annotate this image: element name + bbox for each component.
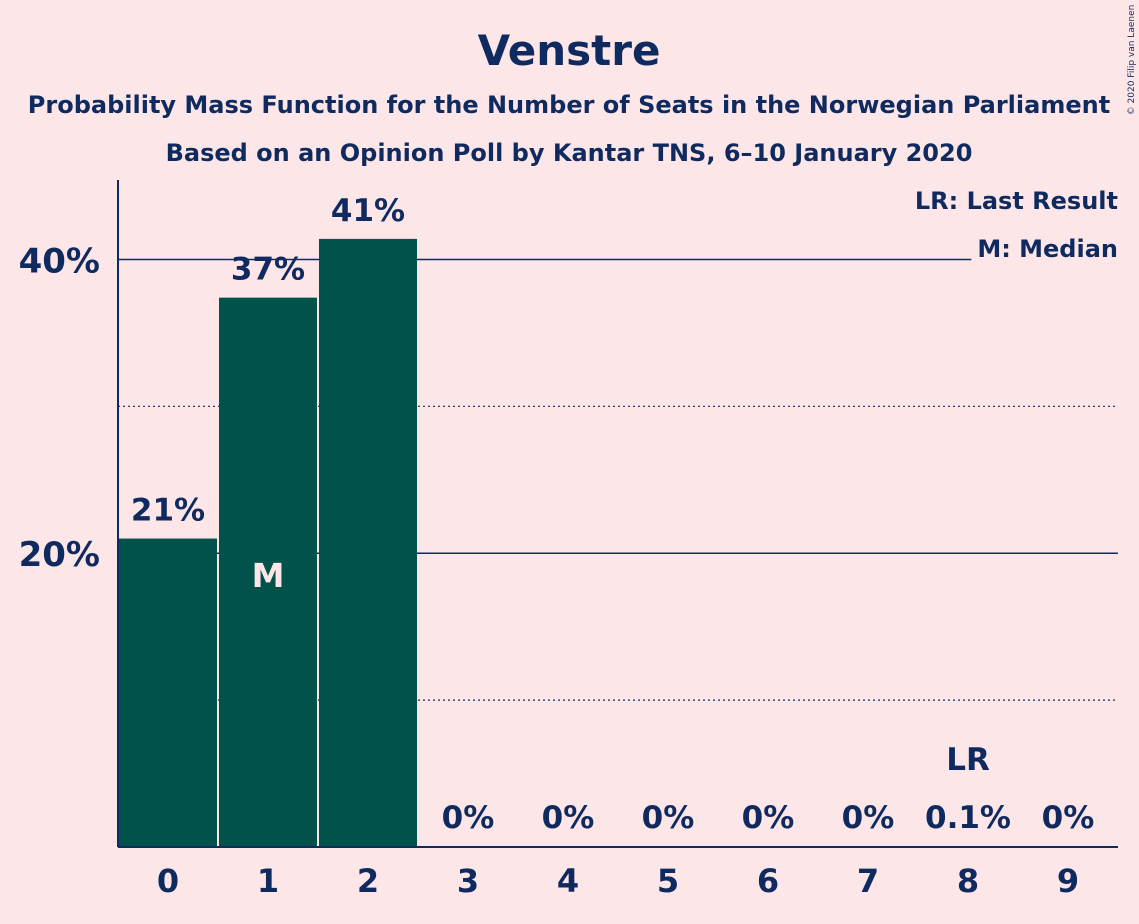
bar-1 <box>219 297 317 847</box>
value-label: 21% <box>131 493 205 529</box>
bar-2 <box>319 238 417 847</box>
x-tick-label: 6 <box>757 862 779 900</box>
value-label: 0% <box>542 800 595 836</box>
x-tick-label: 7 <box>857 862 879 900</box>
value-label: 0% <box>442 800 495 836</box>
chart-subtitle-1: Probability Mass Function for the Number… <box>28 91 1110 119</box>
value-label: 0% <box>742 800 795 836</box>
chart-subtitle-2: Based on an Opinion Poll by Kantar TNS, … <box>166 139 973 167</box>
value-label: 0% <box>642 800 695 836</box>
chart-title: Venstre <box>478 26 661 75</box>
x-tick-label: 4 <box>557 862 579 900</box>
x-tick-label: 5 <box>657 862 679 900</box>
bar-0 <box>119 538 217 847</box>
last-result-marker: LR <box>946 742 990 778</box>
x-tick-label: 0 <box>157 862 179 900</box>
data-labels: 21% 0 37% 1 41% 2 0% 3 0% 4 0% 5 0% 6 0% 7 0.1% 8 0% 9 M LR <box>131 193 1094 900</box>
x-tick-label: 1 <box>257 862 279 900</box>
legend-background <box>908 185 1118 217</box>
value-label: 41% <box>331 193 405 229</box>
copyright-note: © 2020 Filip van Laenen <box>1127 5 1137 116</box>
value-label: 0% <box>1042 800 1095 836</box>
x-tick-label: 3 <box>457 862 479 900</box>
value-label: 37% <box>231 252 305 288</box>
bars <box>119 238 417 847</box>
value-label: 0.1% <box>925 800 1011 836</box>
legend-background <box>971 233 1118 265</box>
x-tick-label: 8 <box>957 862 979 900</box>
x-tick-label: 2 <box>357 862 379 900</box>
y-tick-label: 20% <box>19 535 100 575</box>
median-marker: M <box>252 556 285 595</box>
axes <box>117 180 1118 848</box>
y-tick-label: 40% <box>19 241 100 281</box>
legend-median: M: Median <box>977 235 1118 263</box>
legend-last-result: LR: Last Result <box>915 187 1118 215</box>
x-tick-label: 9 <box>1057 862 1079 900</box>
value-label: 0% <box>842 800 895 836</box>
